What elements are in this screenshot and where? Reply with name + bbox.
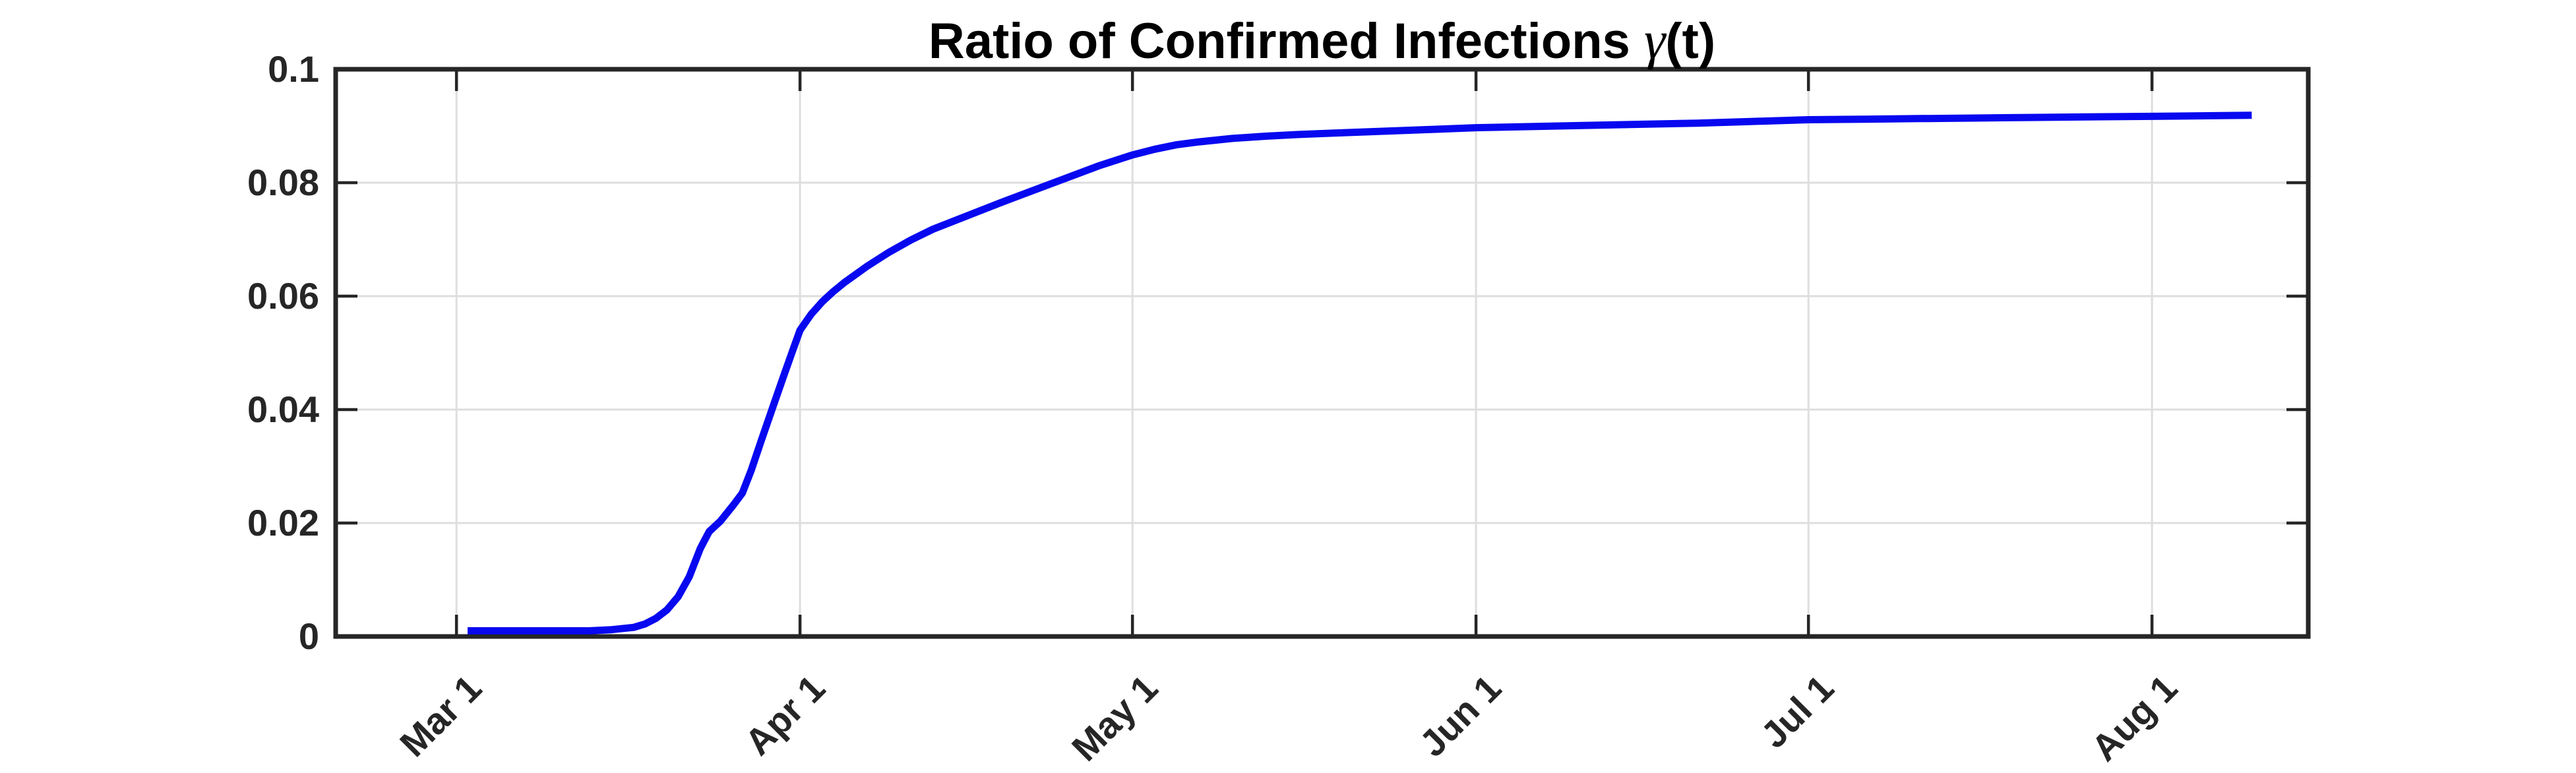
gamma-symbol: γ: [1643, 10, 1666, 70]
chart-title-text: Ratio of Confirmed Infections: [928, 13, 1644, 69]
y-tick-label: 0.08: [247, 162, 319, 203]
axis-box: [333, 67, 2311, 639]
chart-title-suffix: (t): [1665, 13, 1716, 69]
y-tick-label: 0.1: [268, 48, 319, 90]
y-tick-label: 0.06: [247, 275, 319, 317]
chart-title: Ratio of Confirmed Infections γ(t): [336, 9, 2308, 71]
y-tick-label: 0: [298, 615, 319, 657]
y-tick-label: 0.02: [247, 502, 319, 543]
infection-ratio-curve: [468, 111, 2252, 634]
y-tick-label: 0.04: [247, 388, 319, 430]
